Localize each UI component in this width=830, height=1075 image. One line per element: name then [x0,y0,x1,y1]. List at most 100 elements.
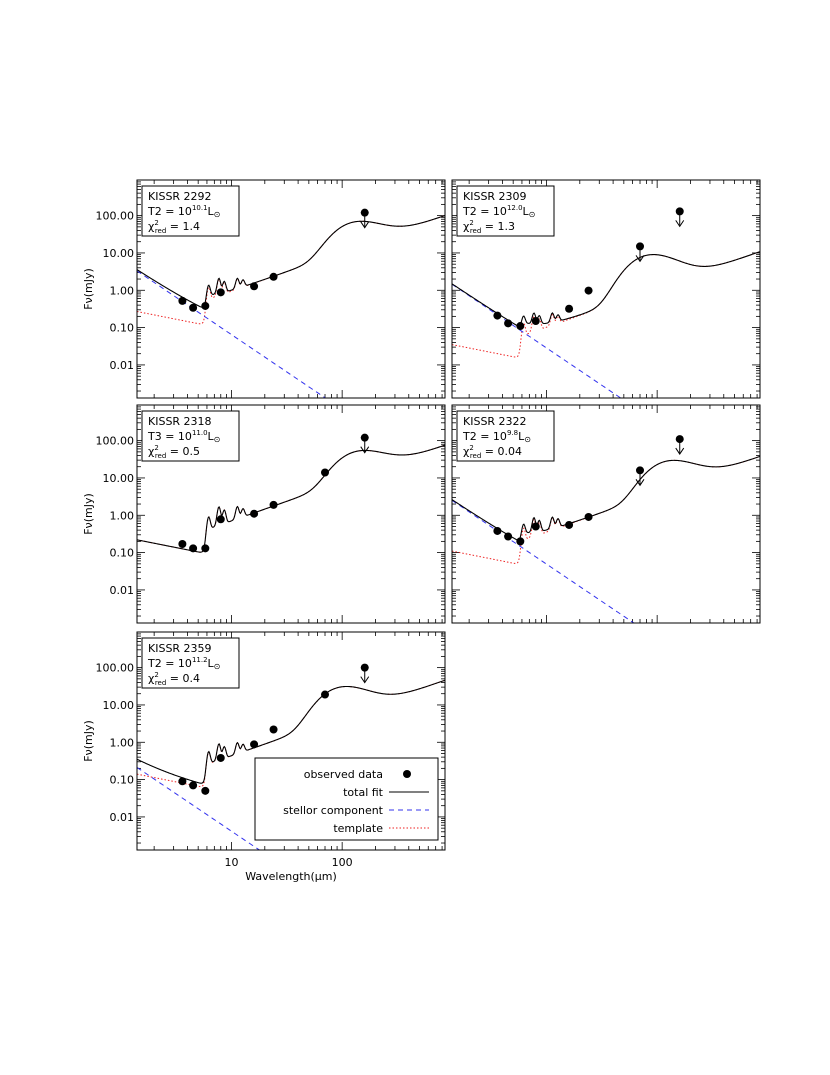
info-box-frame [141,637,240,689]
chi-squared: χ2 red = 0.5 [148,444,200,460]
upper-limit-arrow-head [360,676,370,684]
observed-data-point [516,322,525,331]
observed-data-point [269,725,278,734]
total-fit-curve [452,251,760,327]
model-curves [137,214,445,398]
observed-data-point [493,311,502,320]
y-axis-label: Fν(mJy) [82,720,95,762]
template-luminosity: T2 = 1011.2L⊙ [147,656,220,671]
info-box-frame [141,185,240,237]
observed-data-point [189,781,198,790]
y-tick-label: 100.00 [96,435,135,448]
y-tick-label: 0.10 [110,322,135,335]
total-fit-curve [137,214,445,308]
y-tick-label: 10.00 [103,472,135,485]
x-tick-label: 10 [224,856,238,869]
y-axis-label: Fν(mJy) [82,493,95,535]
observed-data-point [216,753,225,762]
upper-limit-arrow-head [635,255,645,263]
upper-limit-arrow-head [360,446,370,454]
total-fit-curve [452,455,760,541]
legend-label: observed data [304,768,383,781]
panel-title: KISSR 2359 [148,642,212,655]
observed-data-point [584,286,593,295]
observed-data-point [584,512,593,521]
observed-data-point [321,468,330,477]
model-curves [452,455,760,623]
plot-frame [451,179,761,399]
model-curves [137,444,445,553]
upper-limit-arrow-head [635,479,645,487]
observed-data-point [531,317,540,326]
panel-kissr-2359: 0.01 0.10 1.00 10.00 100.00 Fν(mJy) 10 100Wavel… [82,631,446,883]
total-fit-curve [137,679,445,784]
observed-data-point [504,532,513,541]
observed-data-point [504,319,513,328]
chi-squared: χ2 red = 1.4 [148,219,200,235]
observed-data-point [178,777,187,786]
panel-title: KISSR 2318 [148,415,212,428]
chi-squared: χ2 red = 0.4 [148,671,200,687]
y-tick-label: 0.10 [110,547,135,560]
y-tick-label: 1.00 [110,736,135,749]
y-tick-label: 100.00 [96,210,135,223]
panel-kissr-2292: 0.01 0.10 1.00 10.00 100.00 Fν(mJy) KISSR 2292… [82,179,446,399]
observed-data-point [565,304,574,313]
observed-data-point [216,288,225,297]
plot-frame [136,404,446,624]
chi-squared: χ2 red = 0.04 [463,444,522,460]
observed-data-point [516,537,525,546]
info-box-frame [141,410,240,462]
plot-frame [136,179,446,399]
x-tick-label: 100 [332,856,353,869]
y-tick-label: 0.10 [110,774,135,787]
y-tick-label: 0.01 [110,811,135,824]
y-tick-label: 0.01 [110,359,135,372]
plot-frame [451,404,761,624]
observed-data-point [250,740,259,749]
y-axis-label: Fν(mJy) [82,268,95,310]
legend-marker-observed [403,770,411,778]
observed-data-point [201,544,210,553]
y-tick-label: 0.01 [110,584,135,597]
template-luminosity: T3 = 1011.0L⊙ [147,429,220,444]
upper-limit-arrow-head [675,447,685,455]
y-tick-label: 10.00 [103,247,135,260]
info-box-frame [456,410,555,462]
y-tick-label: 100.00 [96,662,135,675]
template-curve [452,455,760,564]
panel-title: KISSR 2309 [463,190,527,203]
plot-frame [136,631,446,851]
legend-label: stellor component [283,804,384,817]
model-curves [137,679,445,850]
observed-data-point [201,786,210,795]
observed-data-point [269,272,278,281]
y-tick-label: 1.00 [110,509,135,522]
y-tick-label: 10.00 [103,699,135,712]
observed-data-point [216,515,225,524]
observed-data-point [250,509,259,518]
observed-data-point [178,296,187,305]
observed-data-point [250,282,259,291]
observed-data-point [189,303,198,312]
observed-data-point [189,544,198,553]
observed-data-point [531,522,540,531]
panel-kissr-2318: 0.01 0.10 1.00 10.00 100.00 Fν(mJy) KISSR 2318… [82,404,446,624]
model-curves [452,251,760,398]
template-luminosity: T2 = 109.8L⊙ [462,429,531,444]
template-curve [452,251,760,358]
panel-title: KISSR 2292 [148,190,212,203]
panel-title: KISSR 2322 [463,415,527,428]
observed-data-point [321,690,330,699]
legend-label: template [333,822,383,835]
upper-limit-arrow-head [360,221,370,229]
legend: observed data total fit stellor component t… [254,757,439,841]
chi-squared: χ2 red = 1.3 [463,219,515,235]
info-box-frame [456,185,555,237]
